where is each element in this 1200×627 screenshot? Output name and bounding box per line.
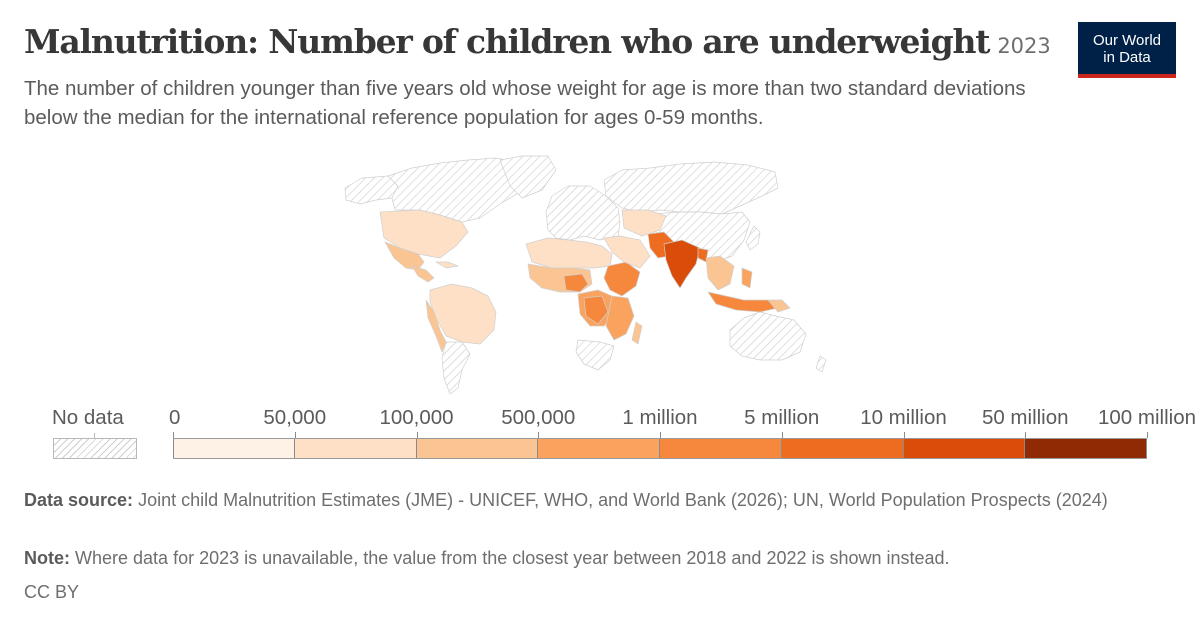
region-canada[interactable] [387,157,541,223]
legend-tick [173,432,174,438]
region-papua[interactable] [767,299,791,313]
note-text: Where data for 2023 is unavailable, the … [75,548,950,568]
legend-tick-label: 100 million [1098,406,1196,429]
chart-year: 2023 [997,34,1051,58]
source-line: Data source: Joint child Malnutrition Es… [24,488,1144,512]
legend-bin-1[interactable] [294,438,417,459]
region-madagascar[interactable] [631,321,643,345]
legend-tick-label: 500,000 [501,406,576,429]
region-southern-africa[interactable] [575,339,615,371]
region-north-africa[interactable] [525,237,613,269]
region-argentina-chile[interactable] [441,341,471,395]
region-russia[interactable] [603,161,779,215]
legend-tick [781,432,783,438]
chart-subtitle: The number of children younger than five… [24,77,1026,129]
legend-tick-label: 50,000 [263,406,327,429]
legend-bin-3[interactable] [538,438,660,459]
legend-tick-label: 0 [169,406,181,429]
chart-title: Malnutrition: Number of children who are… [24,22,991,61]
legend-tick-label: 10 million [860,406,947,429]
chart-header: Malnutrition: Number of children who are… [24,22,1051,61]
logo-line2: in Data [1103,49,1151,66]
region-horn-of-africa[interactable] [603,261,641,297]
logo-accent-bar [1078,74,1176,78]
region-bangladesh[interactable] [697,247,709,263]
region-europe[interactable] [545,185,621,241]
legend-tick-label: 100,000 [379,406,454,429]
note-label: Note: [24,548,70,568]
region-australia[interactable] [729,311,807,361]
region-nigeria[interactable] [563,273,589,293]
legend-tick [1025,432,1027,438]
legend-tick [416,432,418,438]
legend-tick-label: 5 million [744,406,820,429]
region-central-america[interactable] [411,265,435,283]
region-new-zealand[interactable] [815,355,827,373]
region-east-africa[interactable] [605,295,635,341]
legend-bin-7[interactable] [1025,438,1147,459]
legend-tick [538,432,540,438]
legend-no-data-tick [94,433,95,439]
legend-bin-0[interactable] [173,438,295,459]
region-greenland[interactable] [499,155,557,199]
legend-tick-label: 50 million [981,406,1069,429]
legend-no-data-label: No data [52,406,124,429]
region-japan[interactable] [745,225,761,251]
region-southeast-asia[interactable] [705,255,735,291]
region-india[interactable] [663,239,701,289]
region-indonesia[interactable] [707,291,779,313]
region-andes[interactable] [425,299,447,353]
region-drc[interactable] [583,295,609,325]
region-alaska[interactable] [344,175,399,205]
legend-bin-6[interactable] [903,438,1026,459]
region-middle-east[interactable] [603,235,651,269]
region-philippines[interactable] [741,267,753,289]
source-text: Joint child Malnutrition Estimates (JME)… [138,490,1108,510]
legend-tick [903,432,905,438]
legend-bin-5[interactable] [781,438,904,459]
region-central-asia[interactable] [621,209,667,237]
legend-tick [660,432,661,438]
region-caribbean[interactable] [435,261,459,269]
legend-tick [1147,432,1148,438]
owid-logo[interactable]: Our World in Data [1078,22,1176,78]
legend-bin-2[interactable] [416,438,539,459]
license-label[interactable]: CC BY [24,582,80,602]
legend-no-data-swatch[interactable] [53,438,137,459]
logo-line1: Our World [1092,32,1162,49]
legend-tick [294,432,296,438]
region-mexico[interactable] [384,241,425,271]
legend-bin-4[interactable] [660,438,782,459]
region-united-states[interactable] [379,209,469,259]
source-label: Data source: [24,490,134,510]
note-line: Note: Where data for 2023 is unavailable… [24,546,950,570]
legend-tick-label: 1 million [622,406,698,429]
